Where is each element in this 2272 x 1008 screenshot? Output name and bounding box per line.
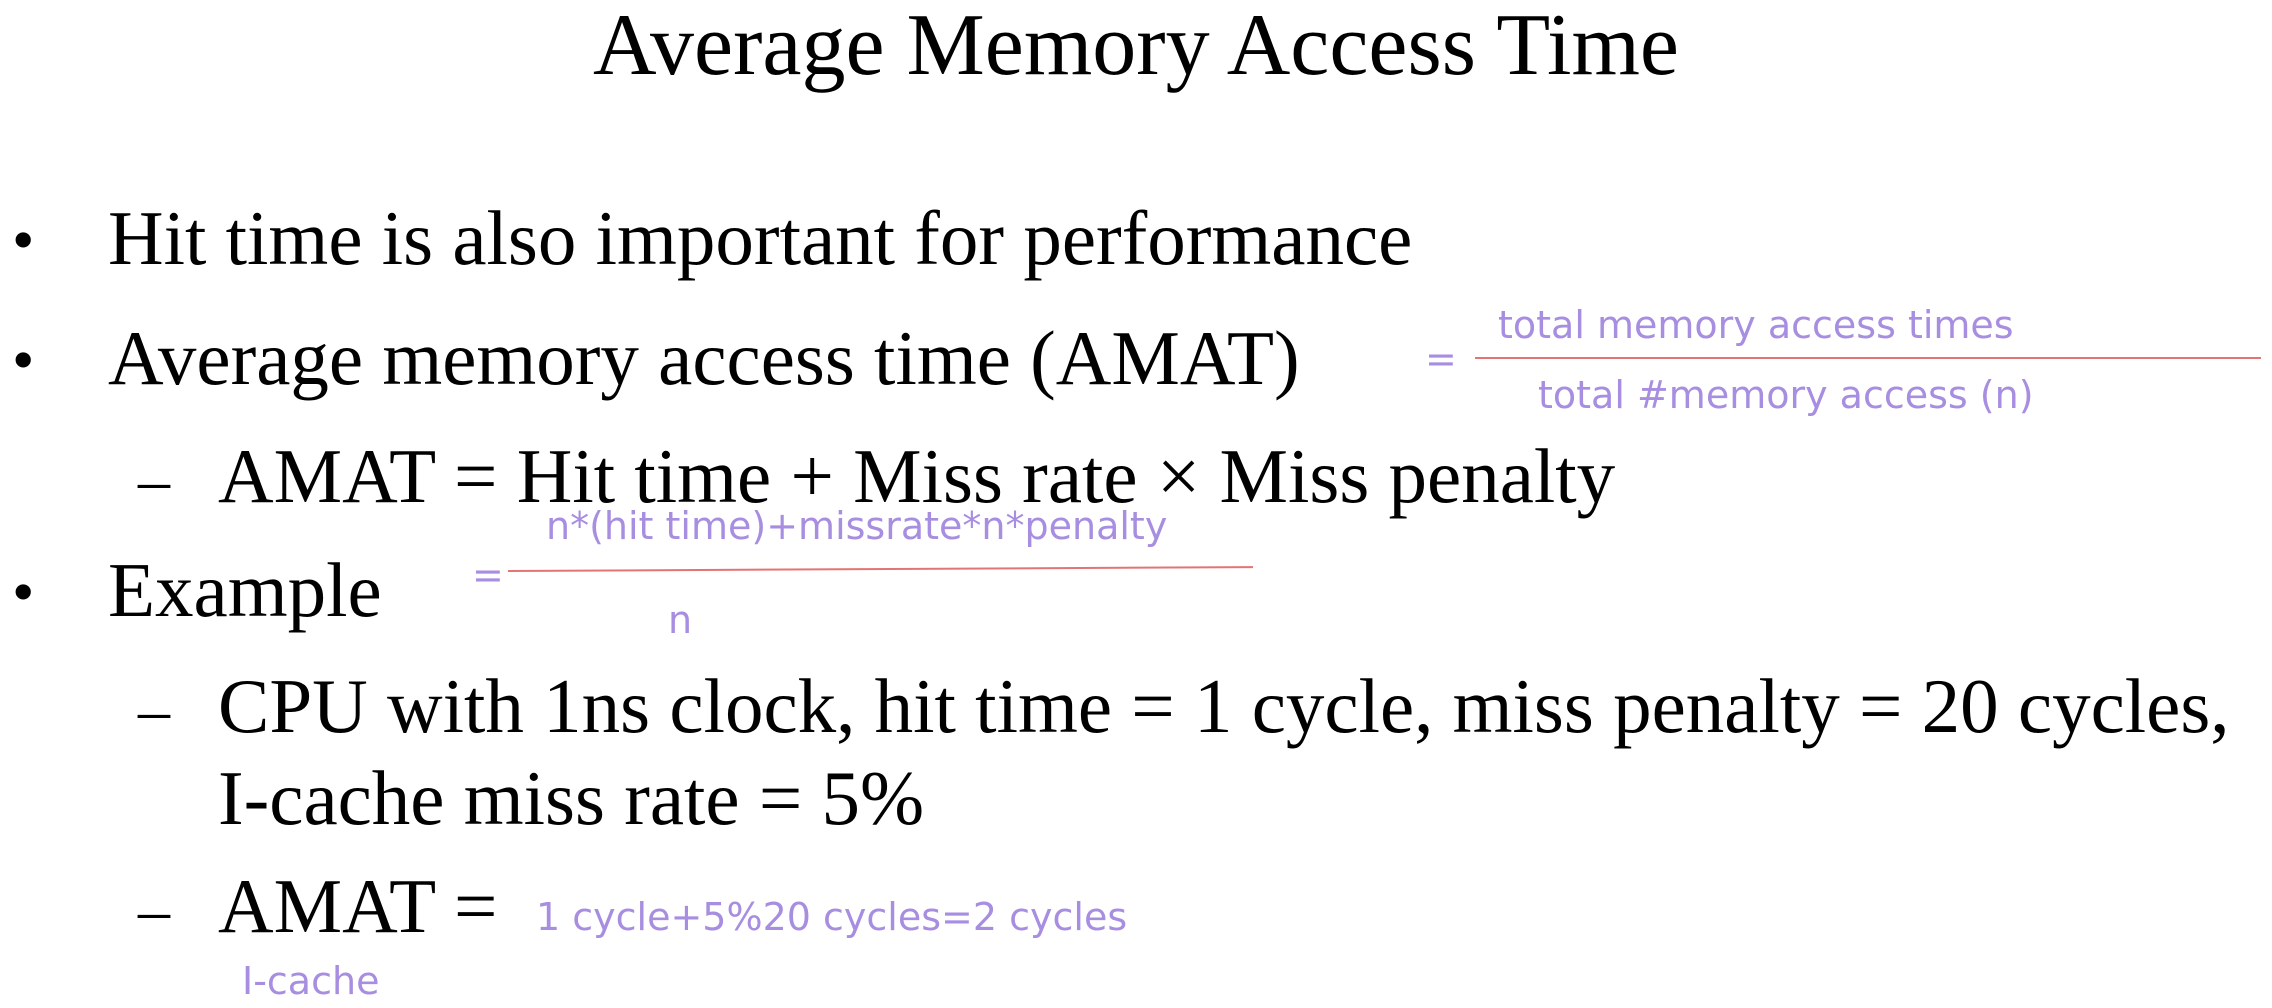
example-cpu-line1: CPU with 1ns clock, hit time = 1 cycle, …: [218, 663, 2230, 749]
sub-bullet-marker: –: [138, 874, 170, 945]
bullet-marker: •: [12, 556, 35, 627]
amat-equals-annotation: =: [1425, 337, 1457, 381]
formula-numerator-annotation: n*(hit time)+missrate*n*penalty: [546, 504, 1168, 548]
bullet-marker: •: [12, 204, 35, 275]
bullet-amat-text: Average memory access time (AMAT): [108, 315, 1300, 401]
icache-note-annotation: I-cache: [242, 959, 380, 1003]
amat-numerator-annotation: total memory access times: [1498, 303, 2014, 347]
bullet-marker: •: [12, 324, 35, 395]
bullet-example-text: Example: [108, 547, 382, 633]
amat-formula-text: AMAT = Hit time + Miss rate × Miss penal…: [218, 433, 1616, 519]
amat-fraction-line: [1475, 357, 2261, 359]
sub-bullet-marker: –: [138, 444, 170, 515]
sub-bullet-marker: –: [138, 674, 170, 745]
amat-result-label: AMAT =: [218, 863, 498, 949]
bullet-hit-time-text: Hit time is also important for performan…: [108, 195, 1413, 281]
formula-denominator-annotation: n: [668, 598, 693, 642]
amat-denominator-annotation: total #memory access (n): [1538, 373, 2034, 417]
formula-equals-annotation: =: [472, 553, 504, 597]
example-cpu-line2: I-cache miss rate = 5%: [218, 755, 925, 841]
amat-result-annotation: 1 cycle+5%20 cycles=2 cycles: [536, 895, 1128, 939]
slide-title: Average Memory Access Time: [593, 0, 1679, 94]
formula-fraction-line: [507, 566, 1253, 572]
